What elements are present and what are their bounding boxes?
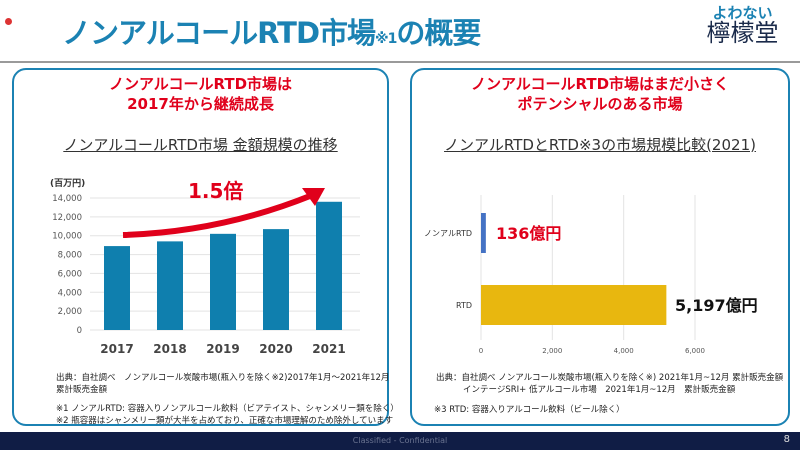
- right-headline: ノンアルコールRTD市場はまだ小さく ポテンシャルのある市場: [412, 74, 788, 114]
- x-tick-label: 2018: [153, 342, 186, 356]
- title-note: ※1: [375, 31, 397, 47]
- bar-2021: [316, 201, 342, 330]
- logo-line1: よわない: [712, 4, 773, 22]
- headline-line: ノンアルコールRTD市場はまだ小さく: [470, 75, 730, 93]
- growth-annotation: 1.5倍: [188, 179, 243, 203]
- growth-arrow: [122, 193, 312, 238]
- x-tick-label: 2020: [259, 342, 292, 356]
- left-headline: ノンアルコールRTD市場は 2017年から継続成長: [14, 74, 387, 114]
- right-panel: ノンアルコールRTD市場はまだ小さく ポテンシャルのある市場 ノンアルRTDとRT…: [410, 68, 790, 426]
- bar-2017: [104, 246, 130, 330]
- logo-line2: 檸檬堂: [706, 19, 779, 47]
- left-chart-title: ノンアルコールRTD市場 金額規模の推移: [63, 136, 338, 154]
- y-tick-label: RTD: [456, 301, 472, 310]
- headline-line: ポテンシャルのある市場: [517, 95, 683, 113]
- bar-RTD: [481, 285, 667, 325]
- y-tick-label: ノンアルRTD: [424, 229, 472, 238]
- left-notes: ※1 ノンアルRTD: 容器入りノンアルコール飲料（ビアテイスト、シャンメリー類…: [56, 403, 399, 427]
- right-notes: ※3 RTD: 容器入りアルコール飲料（ビール除く）: [434, 404, 625, 416]
- left-source: 出典：自社調べ ノンアルコール炭酸市場(瓶入りを除く※2)2017年1月～202…: [56, 372, 389, 396]
- logo: よわない 檸檬堂: [690, 4, 795, 47]
- x-tick-label: 2017: [100, 342, 133, 356]
- bar-2018: [157, 241, 183, 330]
- bar-ノンアルRTD: [481, 213, 486, 253]
- right-chart-title: ノンアルRTDとRTD※3の市場規模比較(2021): [444, 136, 756, 154]
- footer: Classified - Confidential 8: [0, 432, 800, 450]
- data-label: 5,197億円: [675, 296, 758, 315]
- x-tick-label: 2,000: [542, 347, 562, 355]
- right-source: 出典：自社調べ ノンアルコール炭酸市場(瓶入りを除く※) 2021年1月~12月…: [436, 372, 783, 396]
- note-line: ※2 瓶容器はシャンメリー類が大半を占めており、正確な市場理解のため除外していま…: [56, 416, 394, 426]
- x-tick-label: 0: [479, 347, 483, 355]
- headline-line: ノンアルコールRTD市場は: [108, 75, 293, 93]
- source-line: 累計販売金額: [56, 385, 108, 395]
- y-tick-label: 2,000: [58, 307, 82, 317]
- confidential-label: Classified - Confidential: [352, 436, 448, 445]
- title-suffix: の概要: [396, 16, 481, 50]
- y-tick-label: 8,000: [58, 251, 82, 261]
- source-line: 出典：自社調べ ノンアルコール炭酸市場(瓶入りを除く※) 2021年1月~12月…: [436, 373, 784, 383]
- source-line: インテージSRI+ 低アルコール市場 2021年1月~12月 累計販売金額: [463, 385, 736, 395]
- y-tick-label: 12,000: [52, 213, 82, 223]
- arrow-head-icon: [302, 188, 325, 206]
- x-tick-label: 2021: [312, 342, 345, 356]
- x-tick-label: 4,000: [614, 347, 634, 355]
- headline-line: 2017年から継続成長: [127, 95, 274, 113]
- y-tick-label: 6,000: [58, 269, 82, 279]
- title-main: ノンアルコールRTD市場: [62, 16, 376, 50]
- y-tick-label: 10,000: [52, 232, 82, 242]
- bar-2019: [210, 233, 236, 330]
- y-tick-label: 0: [77, 326, 82, 336]
- bar-2020: [263, 229, 289, 330]
- x-tick-label: 2019: [206, 342, 239, 356]
- left-panel: ノンアルコールRTD市場は 2017年から継続成長 ノンアルコールRTD市場 金額…: [12, 68, 399, 426]
- page-number: 8: [783, 434, 790, 445]
- data-label: 136億円: [496, 224, 561, 243]
- source-line: 出典：自社調べ ノンアルコール炭酸市場(瓶入りを除く※2)2017年1月～202…: [56, 373, 390, 383]
- y-axis-label: (百万円): [50, 178, 85, 189]
- record-indicator-icon: [5, 18, 12, 25]
- y-tick-label: 14,000: [52, 194, 82, 204]
- note-line: ※3 RTD: 容器入りアルコール飲料（ビール除く）: [434, 405, 625, 415]
- x-tick-label: 6,000: [685, 347, 705, 355]
- page-title: ノンアルコールRTD市場※1の概要: [62, 10, 481, 52]
- y-tick-label: 4,000: [58, 288, 82, 298]
- divider: [0, 61, 800, 63]
- note-line: ※1 ノンアルRTD: 容器入りノンアルコール飲料（ビアテイスト、シャンメリー類…: [56, 404, 399, 414]
